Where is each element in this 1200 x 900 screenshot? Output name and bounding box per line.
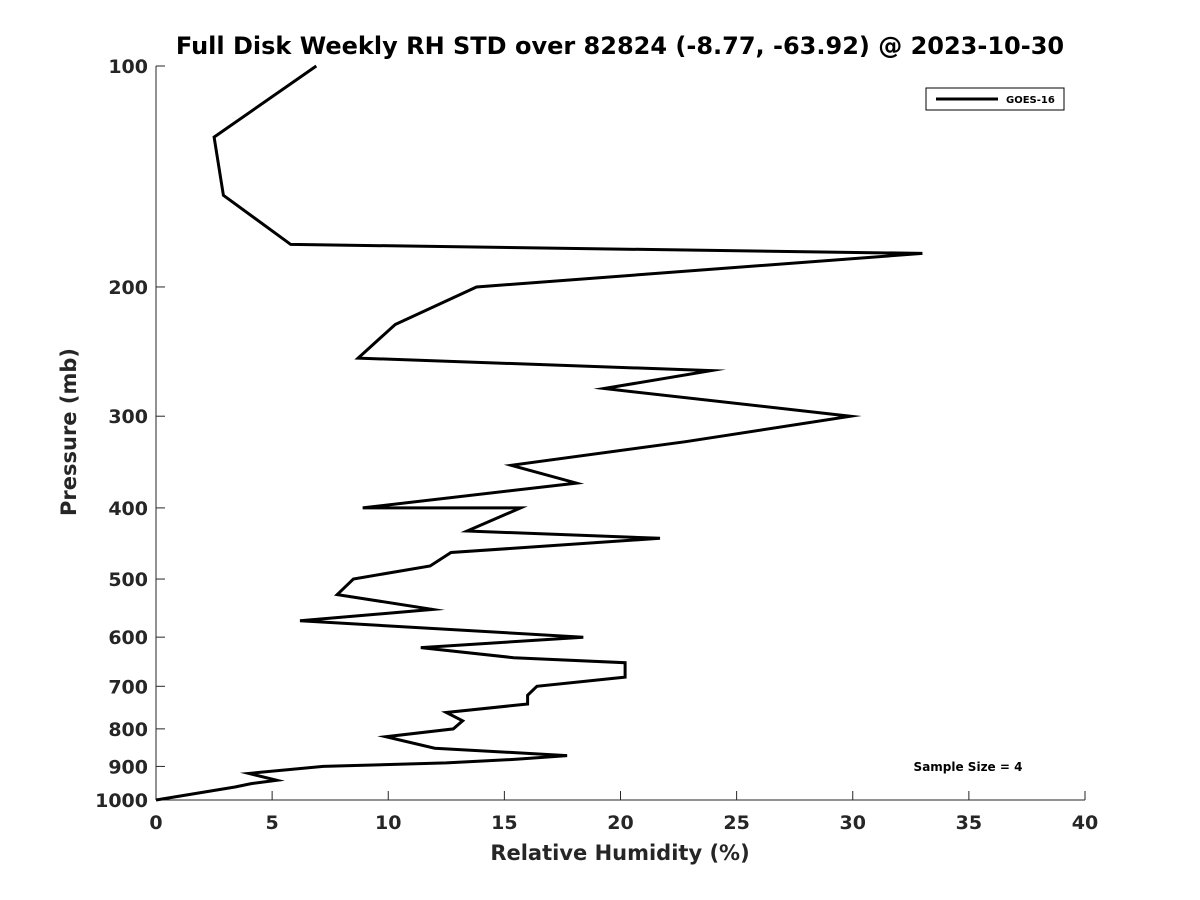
legend-label-goes-16: GOES-16 (1006, 95, 1055, 106)
plot-area: 0 5 10 15 20 25 30 35 40 100 200 300 400 500 600 700 800… (95, 56, 1098, 834)
x-tick-label: 5 (266, 812, 279, 834)
y-tick-label: 1000 (95, 790, 148, 812)
y-tick-label: 700 (108, 676, 148, 698)
y-tick-label: 300 (108, 406, 148, 428)
x-tick-label: 40 (1072, 812, 1098, 834)
x-tick-label: 0 (149, 812, 162, 834)
chart-title: Full Disk Weekly RH STD over 82824 (-8.7… (176, 32, 1064, 60)
x-tick-label: 30 (840, 812, 866, 834)
x-tick-label: 10 (375, 812, 401, 834)
sample-size-annotation: Sample Size = 4 (914, 760, 1023, 774)
series-line-goes-16 (155, 64, 923, 802)
x-tick-label: 25 (723, 812, 749, 834)
y-tick-label: 900 (108, 756, 148, 778)
y-axis-label: Pressure (mb) (57, 348, 81, 516)
y-tick-label: 600 (108, 627, 148, 649)
legend: GOES-16 (925, 87, 1065, 111)
y-tick-label: 800 (108, 719, 148, 741)
y-tick-label: 100 (108, 56, 148, 78)
y-tick-label: 200 (108, 277, 148, 299)
x-tick-label: 20 (607, 812, 633, 834)
y-tick-label: 500 (108, 569, 148, 591)
x-axis-label: Relative Humidity (%) (490, 841, 749, 865)
y-tick-label: 400 (108, 498, 148, 520)
x-tick-label: 35 (956, 812, 982, 834)
x-tick-label: 15 (491, 812, 517, 834)
